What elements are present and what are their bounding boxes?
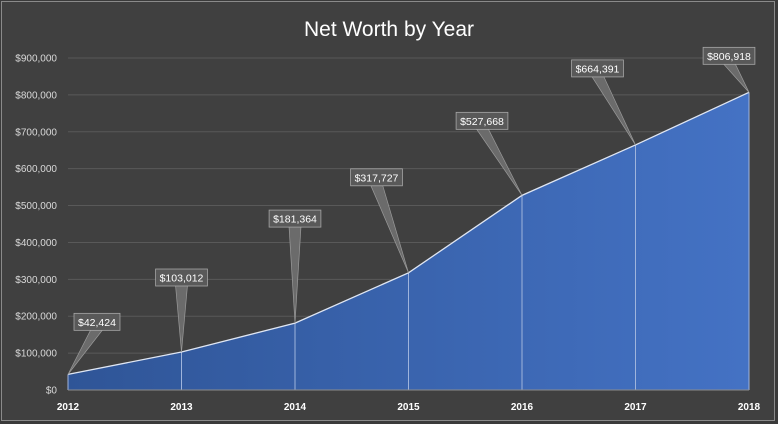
data-label-text: $42,424 <box>78 317 116 329</box>
chart-title: Net Worth by Year <box>304 18 474 41</box>
y-tick-label: $300,000 <box>15 275 57 286</box>
x-tick-label: 2014 <box>284 402 307 413</box>
data-label-leader <box>475 127 523 196</box>
data-label-box <box>73 312 121 331</box>
data-label-text: $317,727 <box>355 172 399 184</box>
data-label: $317,727 <box>350 168 409 273</box>
data-label-leader <box>590 75 636 146</box>
data-label-leader <box>369 184 409 273</box>
data-label-box <box>702 46 756 65</box>
y-tick-label: $600,000 <box>15 164 57 175</box>
data-label-leader <box>175 284 188 353</box>
data-label-text: $181,364 <box>273 214 317 226</box>
x-tick-label: 2018 <box>738 402 761 413</box>
data-label-box <box>350 168 403 187</box>
y-tick-label: $400,000 <box>15 238 57 249</box>
x-tick-label: 2015 <box>397 402 420 413</box>
x-tick-label: 2017 <box>624 402 647 413</box>
data-label: $181,364 <box>268 209 322 324</box>
data-label-box <box>268 209 322 228</box>
y-tick-label: $800,000 <box>15 90 57 101</box>
y-tick-label: $0 <box>46 386 58 397</box>
x-tick-label: 2013 <box>170 402 193 413</box>
data-label-text: $806,918 <box>707 51 751 63</box>
y-tick-label: $100,000 <box>15 349 57 360</box>
data-label: $806,918 <box>702 46 756 93</box>
data-label-text: $664,391 <box>576 63 620 75</box>
y-tick-label: $500,000 <box>15 201 57 212</box>
y-tick-label: $700,000 <box>15 127 57 138</box>
data-label: $42,424 <box>67 312 121 375</box>
data-label: $527,668 <box>455 111 523 196</box>
data-label: $664,391 <box>571 59 636 146</box>
y-tick-label: $200,000 <box>15 312 57 323</box>
data-label: $103,012 <box>155 268 208 353</box>
data-label-box <box>571 59 624 78</box>
data-label-text: $103,012 <box>160 273 204 285</box>
data-label-leader <box>722 62 750 93</box>
y-tick-label: $900,000 <box>15 54 57 65</box>
data-label-box <box>455 111 509 130</box>
data-label-leader <box>67 329 104 375</box>
x-tick-label: 2012 <box>57 402 80 413</box>
data-label-box <box>155 268 208 287</box>
net-worth-area <box>68 92 749 390</box>
data-label-leader <box>288 225 302 324</box>
data-label-text: $527,668 <box>460 116 504 128</box>
x-tick-label: 2016 <box>511 402 534 413</box>
